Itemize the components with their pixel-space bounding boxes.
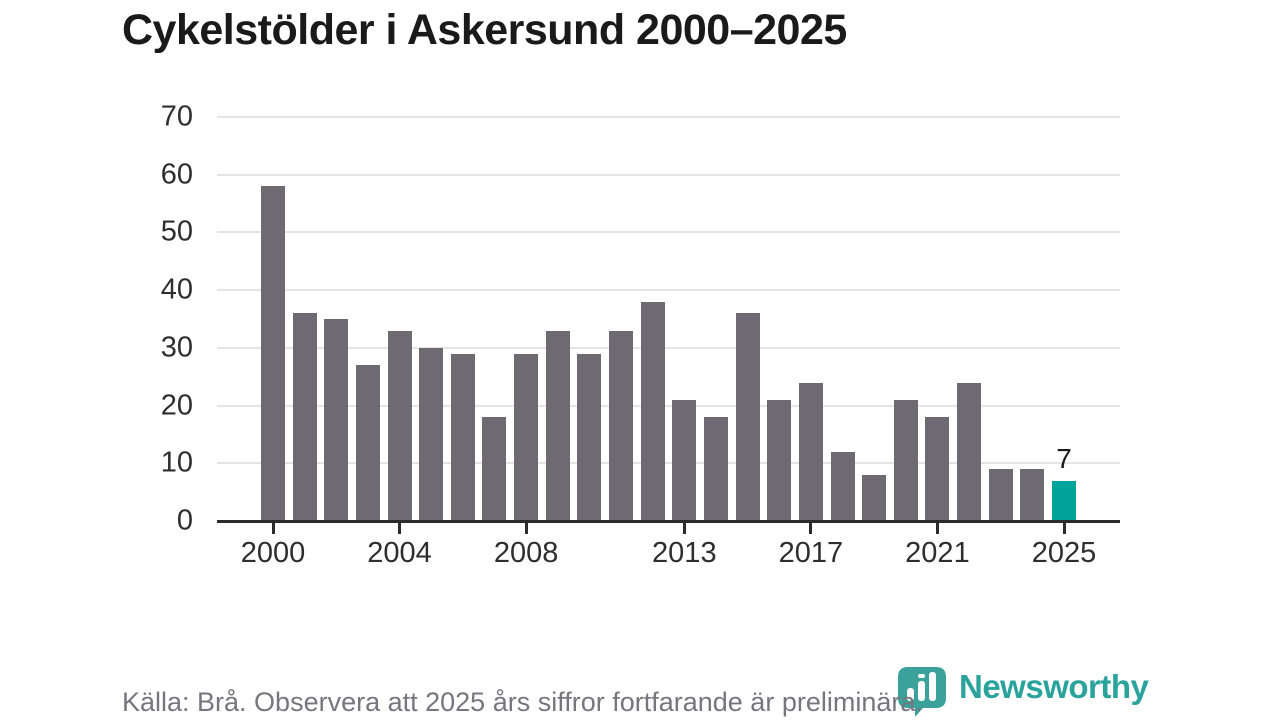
chart-title: Cykelstölder i Askersund 2000–2025 bbox=[122, 6, 847, 54]
x-tick-2025 bbox=[1062, 521, 1066, 534]
bar-2012 bbox=[640, 301, 665, 521]
bar-2015 bbox=[735, 313, 760, 521]
bar-2022 bbox=[957, 382, 982, 521]
x-tick-label-2025: 2025 bbox=[1031, 537, 1097, 569]
plot-area: 2000 2004 2008 2013 2017 2021 2025 7 bbox=[217, 116, 1120, 569]
bar-2014 bbox=[703, 417, 728, 521]
bar-2004 bbox=[387, 330, 412, 521]
source-note: Källa: Brå. Observera att 2025 års siffr… bbox=[122, 687, 923, 717]
bar-value-label-2025: 7 bbox=[1056, 442, 1072, 474]
bar-2016 bbox=[767, 399, 792, 521]
bar-2010 bbox=[577, 353, 602, 521]
gridline-70 bbox=[217, 116, 1120, 118]
y-tick-label-70: 70 bbox=[160, 100, 193, 133]
bar-2011 bbox=[609, 330, 634, 521]
x-tick-2000 bbox=[271, 521, 275, 534]
y-tick-label-40: 40 bbox=[160, 273, 193, 306]
y-tick-label-30: 30 bbox=[160, 331, 193, 364]
y-tick-label-60: 60 bbox=[160, 158, 193, 191]
x-tick-2017 bbox=[809, 521, 813, 534]
x-tick-label-2017: 2017 bbox=[778, 537, 844, 569]
y-tick-label-50: 50 bbox=[160, 215, 193, 248]
bar-2020 bbox=[893, 399, 918, 521]
bar-2024 bbox=[1020, 469, 1045, 521]
bar-2009 bbox=[545, 330, 570, 521]
bar-2003 bbox=[355, 365, 380, 521]
x-tick-label-2000: 2000 bbox=[240, 537, 306, 569]
newsworthy-logo: Newsworthy bbox=[897, 665, 1149, 720]
bar-2023 bbox=[988, 469, 1013, 521]
logo-wordmark: Newsworthy bbox=[959, 668, 1149, 705]
bar-2013 bbox=[672, 399, 697, 521]
gridline-50 bbox=[217, 231, 1120, 234]
bar-2008 bbox=[514, 353, 539, 521]
y-axis: 0 10 20 30 40 50 60 70 bbox=[0, 102, 193, 535]
bar-2007 bbox=[482, 417, 507, 521]
bar-2018 bbox=[830, 451, 855, 521]
x-tick-label-2013: 2013 bbox=[652, 537, 717, 569]
bar-2025 bbox=[1052, 480, 1076, 521]
gridline-40 bbox=[217, 289, 1120, 292]
y-tick-label-20: 20 bbox=[160, 389, 193, 422]
gridline-20 bbox=[217, 404, 1120, 407]
x-axis-line bbox=[217, 520, 1120, 523]
gridline-30 bbox=[217, 346, 1120, 349]
gridline-10 bbox=[217, 462, 1120, 465]
bar-2005 bbox=[419, 347, 444, 521]
bar-2021 bbox=[925, 417, 950, 521]
x-tick-2008 bbox=[524, 521, 528, 534]
gridline-60 bbox=[217, 173, 1120, 176]
bar-2002 bbox=[324, 319, 349, 521]
y-tick-label-10: 10 bbox=[160, 446, 193, 479]
y-tick-label-0: 0 bbox=[176, 504, 193, 537]
x-tick-label-2008: 2008 bbox=[493, 537, 559, 569]
newsworthy-chart-pin-icon bbox=[897, 665, 949, 720]
bar-2017 bbox=[798, 382, 823, 521]
x-tick-label-2021: 2021 bbox=[905, 537, 970, 569]
bar-2001 bbox=[292, 313, 317, 521]
x-tick-2004 bbox=[398, 521, 402, 534]
x-tick-2021 bbox=[935, 521, 939, 534]
x-tick-label-2004: 2004 bbox=[367, 537, 432, 569]
x-tick-2013 bbox=[682, 521, 686, 534]
bar-2019 bbox=[862, 474, 887, 521]
bar-2006 bbox=[450, 353, 475, 521]
bar-2000 bbox=[261, 186, 285, 521]
